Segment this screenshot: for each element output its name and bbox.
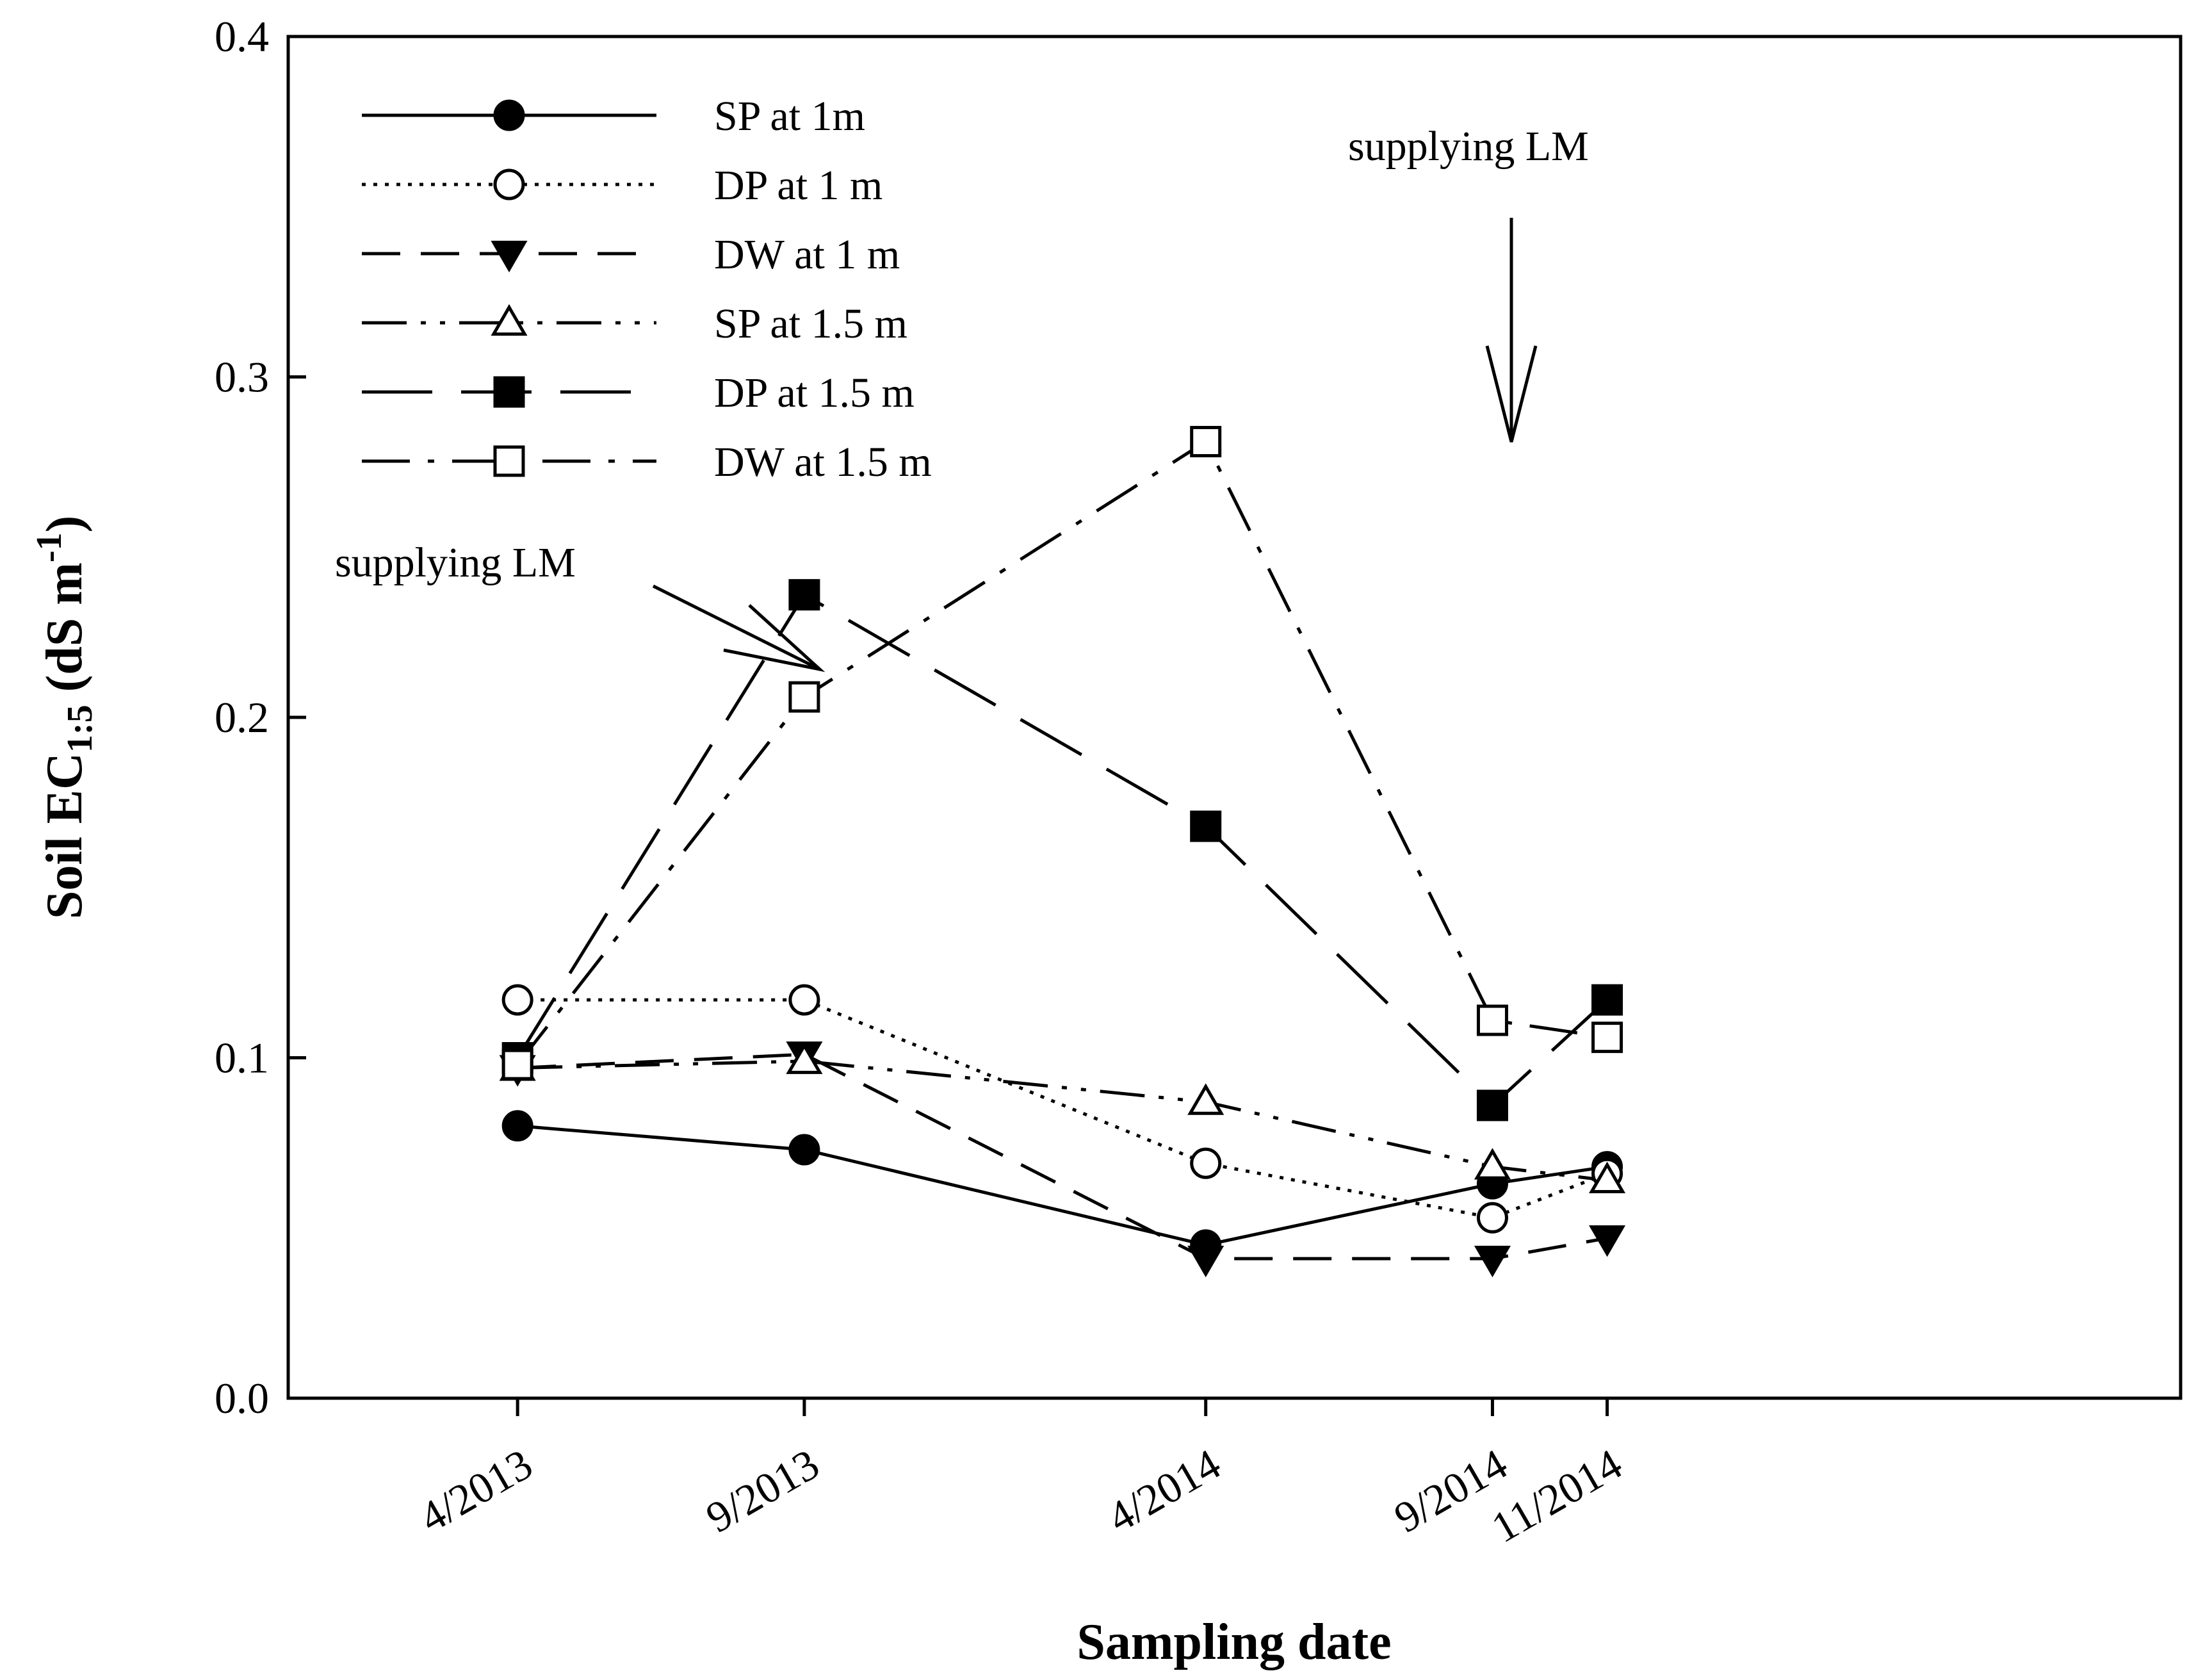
annotation-label: supplying LM: [1348, 123, 1589, 170]
marker-open-circle: [1476, 1202, 1508, 1234]
marker-filled-square: [788, 579, 820, 611]
marker-open-triangle: [786, 1042, 823, 1074]
marker-filled-triangle: [1187, 1245, 1224, 1278]
x-tick-label: 11/2014: [1483, 1439, 1630, 1552]
series-line: [517, 1052, 1607, 1260]
y-tick-label: 0.2: [215, 693, 269, 742]
marker-filled-triangle: [1474, 1245, 1511, 1278]
marker-filled-circle: [493, 99, 525, 131]
y-tick-label: 0.3: [215, 353, 269, 402]
marker-filled-circle: [501, 1110, 533, 1142]
annotation-arrow: [652, 584, 821, 671]
series-markers: [499, 425, 1626, 1278]
series-line: [516, 592, 1609, 1108]
marker-filled-triangle: [1589, 1225, 1626, 1257]
marker-open-square: [493, 445, 525, 477]
marker-filled-square: [1591, 984, 1623, 1016]
legend-label: SP at 1m: [714, 93, 865, 140]
marker-open-circle: [493, 168, 525, 200]
series-line: [517, 1059, 1607, 1182]
y-tick-label: 0.1: [215, 1034, 269, 1082]
marker-open-triangle: [1187, 1083, 1224, 1115]
annotation-arrowhead: [723, 604, 825, 673]
annotation-arrowhead: [1485, 345, 1538, 443]
marker-open-square: [1591, 1022, 1623, 1054]
y-axis: 0.0 0.1 0.2 0.3 0.4: [215, 12, 306, 1423]
legend-label: DW at 1 m: [714, 231, 900, 278]
marker-open-triangle: [491, 304, 528, 336]
marker-open-circle: [501, 984, 533, 1016]
marker-filled-square: [1190, 810, 1222, 842]
marker-filled-circle: [788, 1134, 820, 1166]
marker-filled-triangle: [491, 240, 528, 273]
x-tick-label: 9/2013: [698, 1439, 827, 1542]
legend-label: DP at 1 m: [714, 162, 882, 209]
x-axis-title: Sampling date: [1077, 1614, 1391, 1670]
x-tick-label: 4/2013: [411, 1439, 541, 1542]
marker-open-triangle: [1589, 1161, 1626, 1193]
plot-frame: [286, 35, 2183, 1400]
y-tick-label: 0.4: [215, 12, 269, 61]
x-tick-label: 4/2014: [1100, 1439, 1229, 1542]
marker-open-circle: [1190, 1147, 1222, 1179]
series-line: [516, 439, 1607, 1066]
marker-open-square: [1190, 425, 1222, 457]
legend-label: SP at 1.5 m: [714, 300, 907, 347]
series-lines: [516, 439, 1609, 1260]
marker-filled-square: [1476, 1089, 1508, 1121]
annotation-label: supplying LM: [335, 539, 576, 586]
marker-filled-square: [493, 376, 525, 408]
legend-label: DP at 1.5 m: [714, 370, 915, 416]
y-axis-title: Soil EC1:5 (dS m-1): [29, 516, 100, 919]
series-line: [517, 1124, 1607, 1247]
y-tick-label: 0.0: [215, 1374, 269, 1423]
legend-label: DW at 1.5 m: [714, 439, 932, 485]
marker-open-circle: [788, 984, 820, 1016]
marker-open-square: [788, 681, 820, 713]
series-line: [517, 998, 1608, 1219]
annotations: supplying LM supplying LM: [335, 123, 1589, 673]
legend: SP at 1m DP at 1 m DW at 1 m SP at 1.5 m DP …: [362, 93, 932, 485]
marker-open-triangle: [1474, 1148, 1511, 1180]
marker-open-square: [501, 1048, 533, 1081]
marker-open-square: [1476, 1004, 1508, 1036]
